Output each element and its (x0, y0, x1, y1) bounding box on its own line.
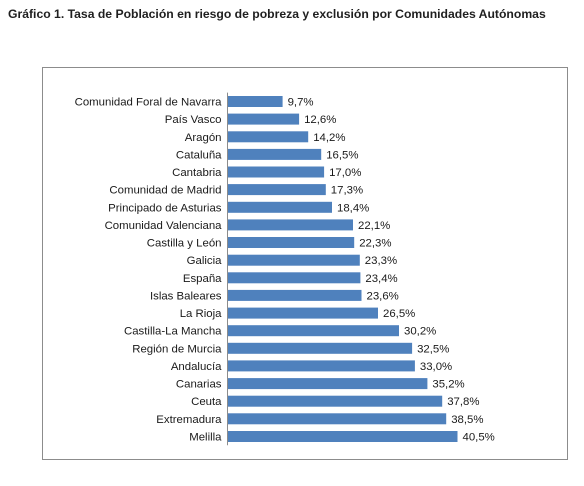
value-label: 23,4% (365, 273, 397, 285)
category-label: Región de Murcia (132, 343, 222, 355)
value-label: 22,1% (358, 220, 390, 232)
bar (227, 254, 360, 266)
category-label: Comunidad Valenciana (105, 220, 223, 232)
value-label: 12,6% (304, 114, 336, 126)
bar (227, 96, 283, 107)
value-label: 40,5% (463, 432, 495, 444)
category-label: Comunidad Foral de Navarra (75, 97, 223, 109)
category-label: Castilla y León (147, 238, 222, 250)
category-label: Cataluña (176, 149, 222, 161)
bar (227, 113, 300, 125)
category-label: Ceuta (191, 396, 222, 408)
bar (227, 166, 325, 178)
bar (227, 289, 362, 301)
value-label: 32,5% (417, 343, 449, 355)
value-label: 22,3% (359, 238, 391, 250)
bar (227, 237, 355, 248)
category-label: Melilla (189, 432, 222, 444)
bar (227, 148, 322, 160)
bar (227, 360, 415, 372)
value-label: 37,8% (447, 396, 479, 408)
bar (227, 131, 309, 143)
category-label: Comunidad de Madrid (109, 185, 221, 197)
bar (227, 342, 413, 354)
value-label: 16,5% (326, 149, 358, 161)
value-labels-group: 9,7% 12,6% 14,2% 16,5% 17,0% 17,3% 18,4% 22,1% 2… (288, 97, 495, 444)
bars-group (227, 96, 458, 442)
value-label: 23,3% (365, 255, 397, 267)
chart-title: Gráfico 1. Tasa de Población en riesgo d… (8, 7, 546, 21)
category-labels-group: Comunidad Foral de Navarra País Vasco Arag… (75, 97, 223, 444)
category-label: País Vasco (165, 114, 222, 126)
category-label: Andalucía (171, 361, 222, 373)
category-label: Canarias (176, 379, 222, 391)
category-label: La Rioja (180, 308, 222, 320)
bar (227, 378, 428, 390)
category-label: Aragón (185, 132, 222, 144)
bar (227, 325, 399, 337)
value-label: 30,2% (404, 326, 436, 338)
value-label: 18,4% (337, 202, 369, 214)
value-label: 17,3% (331, 185, 363, 197)
value-label: 23,6% (367, 290, 399, 302)
value-label: 26,5% (383, 308, 415, 320)
value-label: 17,0% (329, 167, 361, 179)
category-label: Principado de Asturias (108, 202, 222, 214)
value-label: 33,0% (420, 361, 452, 373)
category-label: España (183, 273, 222, 285)
value-label: 38,5% (451, 414, 483, 426)
bar (227, 395, 443, 407)
value-label: 14,2% (313, 132, 345, 144)
bar (227, 219, 353, 231)
value-label: 9,7% (288, 97, 314, 109)
bar (227, 413, 447, 425)
category-label: Castilla-La Mancha (124, 326, 222, 338)
bar (227, 184, 326, 196)
category-label: Extremadura (156, 414, 222, 426)
bar (227, 307, 378, 319)
bar (227, 431, 458, 442)
bar (227, 272, 361, 284)
category-label: Galicia (187, 255, 222, 267)
category-label: Islas Baleares (150, 290, 222, 302)
value-label: 35,2% (432, 379, 464, 391)
category-label: Cantabria (172, 167, 222, 179)
bar (227, 201, 332, 213)
